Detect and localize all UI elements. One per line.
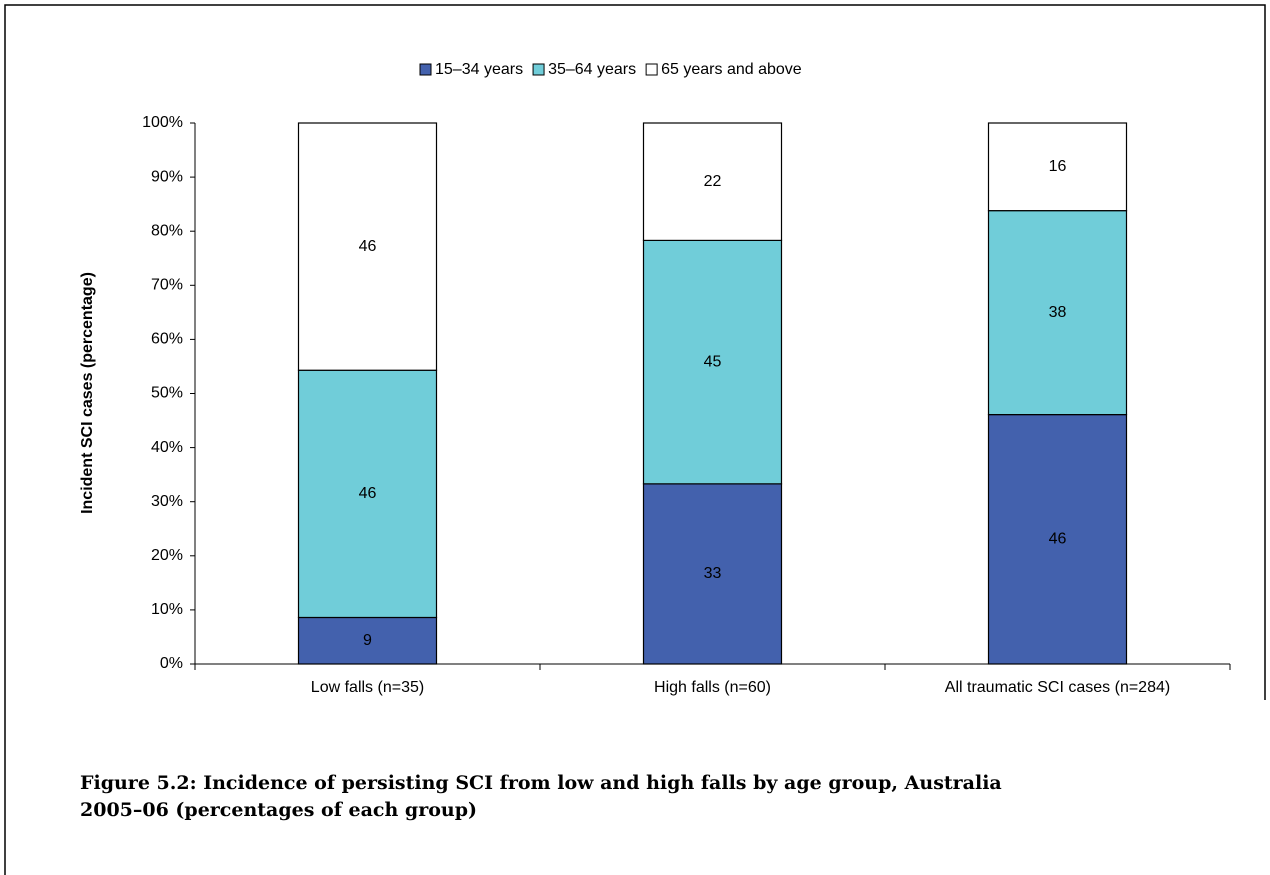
legend-label: 15–34 years [435, 61, 523, 78]
caption: 2005–06 (percentages of each group) [80, 799, 477, 821]
value-label: 46 [359, 238, 377, 255]
bar-segment [642, 239, 783, 485]
bar-segment [987, 122, 1128, 212]
y-axis-label: Incident SCI cases (percentage) [79, 272, 96, 514]
value-label: 16 [1049, 158, 1067, 175]
y-tick-label: 0% [160, 655, 183, 672]
frame [4, 4, 1266, 875]
y-tick-label: 90% [151, 168, 183, 185]
bar-segment [642, 483, 783, 665]
value-label: 9 [363, 632, 372, 649]
bar-segment [987, 413, 1128, 665]
caption: Figure 5.2: Incidence of persisting SCI … [80, 772, 1002, 794]
y-tick-label: 100% [142, 114, 183, 131]
value-label: 46 [359, 485, 377, 502]
y-tick-label: 40% [151, 439, 183, 456]
x-tick-label: All traumatic SCI cases (n=284) [945, 679, 1170, 696]
y-tick-label: 50% [151, 385, 183, 402]
y-tick-label: 30% [151, 493, 183, 510]
y-tick-label: 70% [151, 277, 183, 294]
value-label: 45 [704, 353, 722, 370]
legend-swatch [532, 63, 545, 76]
bar-segment [297, 122, 438, 371]
value-label: 38 [1049, 304, 1067, 321]
x-tick-label: Low falls (n=35) [311, 679, 424, 696]
legend-label: 35–64 years [548, 61, 636, 78]
y-tick-label: 20% [151, 547, 183, 564]
y-tick-label: 10% [151, 601, 183, 618]
value-label: 33 [704, 565, 722, 582]
value-label: 22 [704, 173, 722, 190]
value-label: 46 [1049, 531, 1067, 548]
y-tick-label: 80% [151, 222, 183, 239]
y-tick-label: 60% [151, 331, 183, 348]
legend-swatch [645, 63, 658, 76]
x-tick-label: High falls (n=60) [654, 679, 771, 696]
bar-segment [642, 122, 783, 241]
bar-segment [987, 210, 1128, 416]
legend-swatch [419, 63, 432, 76]
legend-label: 65 years and above [661, 61, 802, 78]
